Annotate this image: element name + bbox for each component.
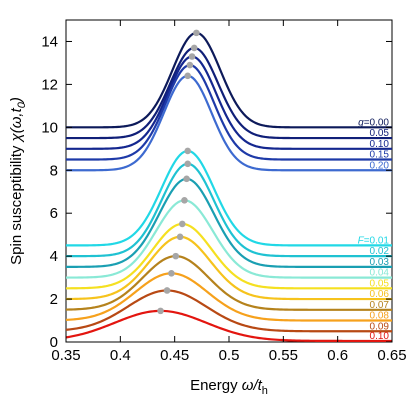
x-tick-label: 0.55 <box>269 347 298 364</box>
x-ticks: 0.35 0.4 0.45 0.5 0.55 0.6 0.65 <box>51 20 407 364</box>
x-tick-label: 0.4 <box>110 347 131 364</box>
series-label: 0.10 <box>370 139 390 150</box>
series-label: 0.03 <box>370 257 390 268</box>
peak-marker <box>181 197 188 204</box>
peak-marker <box>193 29 200 37</box>
series-label: 0.09 <box>370 321 390 332</box>
y-tick-label: 12 <box>41 76 58 93</box>
curves-layer <box>65 31 392 343</box>
peak-markers-layer <box>157 29 200 315</box>
y-tick-label: 2 <box>50 291 58 308</box>
peak-marker <box>186 61 194 69</box>
series-label: 0.15 <box>370 150 390 161</box>
series-line <box>65 289 392 333</box>
y-tick-label: 8 <box>50 162 58 179</box>
series-line <box>66 55 392 150</box>
peak-marker <box>163 287 171 294</box>
x-tick-label: 0.65 <box>377 347 406 364</box>
series-label: 0.07 <box>370 300 390 311</box>
y-ticks: 0 2 4 6 8 10 12 14 <box>41 33 392 351</box>
peak-marker <box>184 72 192 80</box>
series-label: 0.05 <box>370 278 390 289</box>
series-line <box>65 235 392 301</box>
series-label: 0.10 <box>370 331 390 342</box>
series-label: 0.20 <box>370 160 390 171</box>
series-line <box>66 74 392 172</box>
peak-marker <box>188 53 196 60</box>
peak-marker <box>168 270 175 277</box>
series-line <box>66 149 392 247</box>
peak-marker <box>183 175 190 183</box>
series-line <box>65 272 392 322</box>
x-axis-title: Energy ω/th <box>190 377 268 397</box>
peak-marker <box>184 147 192 155</box>
y-tick-label: 4 <box>50 248 58 265</box>
x-tick-label: 0.6 <box>327 347 348 364</box>
y-axis-title: Spin susceptibility χ(ω,t0) <box>8 97 28 265</box>
series-label: F=0.01 <box>358 235 390 246</box>
series-line <box>66 31 392 129</box>
series-label: 0.02 <box>370 246 390 257</box>
y-tick-label: 6 <box>50 205 58 222</box>
series-line <box>66 46 392 140</box>
peak-marker <box>176 233 184 241</box>
series-label: 0.06 <box>370 289 390 300</box>
peak-marker <box>184 160 192 168</box>
series-labels-layer: g=0.000.050.100.150.20F=0.010.020.030.04… <box>358 117 390 342</box>
peak-marker <box>172 252 180 260</box>
x-tick-label: 0.45 <box>160 347 189 364</box>
x-tick-label: 0.35 <box>51 347 80 364</box>
series-label: g=0.00 <box>358 117 389 128</box>
y-tick-label: 14 <box>41 33 58 50</box>
series-line <box>65 222 392 290</box>
series-label: 0.04 <box>370 268 390 279</box>
series-line <box>66 64 392 161</box>
series-label: 0.05 <box>370 128 390 139</box>
y-tick-label: 0 <box>50 334 58 351</box>
series-line <box>66 177 392 268</box>
y-tick-label: 10 <box>41 119 58 136</box>
peak-marker <box>157 307 164 315</box>
series-line <box>65 255 392 311</box>
x-tick-label: 0.5 <box>219 347 240 364</box>
peak-marker <box>190 44 198 52</box>
peak-marker <box>178 220 186 228</box>
series-line <box>66 162 392 258</box>
series-line <box>65 199 392 279</box>
series-label: 0.08 <box>370 311 390 322</box>
